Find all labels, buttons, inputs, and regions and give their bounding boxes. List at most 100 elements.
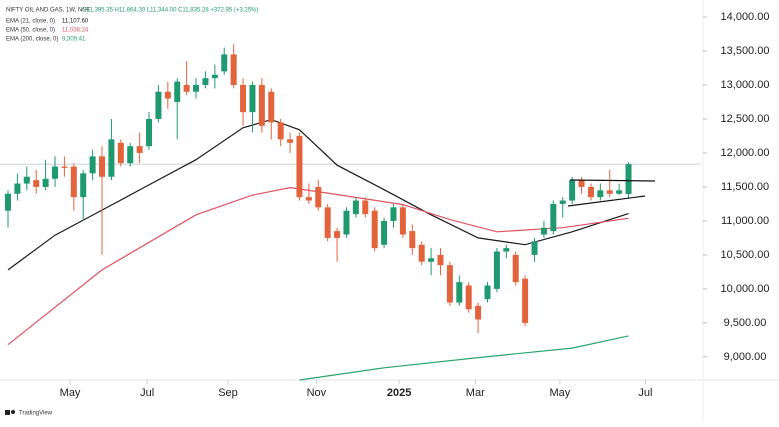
- candle-body: [315, 186, 322, 208]
- candle-body: [249, 84, 256, 113]
- candle-body: [136, 146, 143, 153]
- candle-body: [475, 305, 482, 320]
- y-tick-label: 13,000.00: [721, 79, 770, 91]
- x-tick-label: Sep: [218, 387, 238, 399]
- candle-body: [70, 166, 77, 198]
- legend-value: 9,309.41: [62, 37, 86, 43]
- candle-body: [550, 203, 557, 232]
- legend-value: 11,107.60: [62, 19, 89, 25]
- candle-body: [296, 135, 303, 198]
- candle-body: [493, 251, 500, 289]
- candle-body: [80, 173, 87, 198]
- plot-area: [0, 44, 700, 381]
- legend-entry: EMA (50, close, 0): [6, 28, 55, 34]
- legend-entry: EMA (21, close, 0): [6, 19, 55, 25]
- x-tick-label: Jul: [140, 387, 154, 399]
- x-tick-label: 2025: [387, 387, 411, 399]
- y-tick-label: 14,000.00: [721, 11, 770, 23]
- candle-body: [503, 248, 510, 252]
- candle-body: [258, 84, 265, 126]
- candle-body: [99, 156, 106, 177]
- candle-body: [484, 285, 491, 300]
- candle-body: [352, 200, 359, 215]
- y-tick-label: 11,000.00: [721, 215, 769, 227]
- candle-body: [559, 200, 566, 204]
- x-tick-label: May: [60, 387, 81, 399]
- candle-body: [108, 139, 115, 177]
- trendline-lower: [567, 195, 646, 207]
- candle-body: [277, 122, 284, 140]
- candle-body: [183, 84, 190, 92]
- y-tick-label: 11,500.00: [721, 181, 769, 193]
- ohlc-readout: O11,395.35 H11,864.30 L11,344.00 C11,835…: [82, 8, 258, 14]
- candle-body: [409, 231, 416, 249]
- candle-body: [127, 146, 134, 164]
- y-tick-label: 10,500.00: [721, 249, 770, 261]
- ema-line: [7, 186, 629, 346]
- candle-body: [33, 180, 40, 187]
- candle-body: [428, 258, 435, 262]
- trendline-upper: [569, 179, 656, 182]
- candle-body: [597, 190, 604, 198]
- candle-body: [446, 265, 453, 303]
- candle-body: [268, 91, 275, 123]
- candle-body: [399, 207, 406, 235]
- candle-body: [287, 139, 294, 143]
- candle-body: [117, 142, 124, 164]
- y-tick-label: 12,000.00: [721, 147, 770, 159]
- y-tick-label: 9,000.00: [724, 351, 767, 363]
- x-tick-label: Jul: [638, 387, 652, 399]
- branding: TradingView: [19, 411, 53, 417]
- x-tick-label: May: [550, 387, 571, 399]
- y-tick-label: 10,000.00: [721, 283, 770, 295]
- candle-body: [240, 84, 247, 113]
- candle-body: [305, 197, 312, 201]
- candle-body: [625, 164, 632, 195]
- candle-body: [616, 190, 623, 194]
- candle-body: [42, 178, 49, 187]
- candle-body: [437, 254, 444, 266]
- candle-body: [146, 118, 153, 147]
- candle-body: [522, 278, 529, 323]
- candle-body: [578, 180, 585, 187]
- candle-body: [61, 166, 68, 168]
- candle-body: [512, 254, 519, 283]
- candle-body: [164, 91, 171, 99]
- legend-entry: EMA (200, close, 0): [6, 37, 58, 43]
- candle-body: [371, 210, 378, 249]
- candle-body: [211, 74, 218, 79]
- candle-body: [531, 241, 538, 255]
- legend-value: 11,038.24: [62, 28, 89, 34]
- candle-body: [540, 227, 547, 235]
- candle-body: [569, 180, 576, 201]
- x-tick-label: Mar: [466, 387, 485, 399]
- y-tick-label: 12,500.00: [721, 113, 770, 125]
- chart-title: NIFTY OIL AND GAS, 1W, NSE: [6, 8, 90, 14]
- candle-body: [334, 231, 341, 238]
- candle-body: [174, 81, 181, 102]
- ema-line: [7, 118, 629, 271]
- candle-body: [202, 78, 209, 85]
- tv-logo: TradingView: [5, 410, 53, 417]
- candle-body: [89, 156, 96, 174]
- candle-body: [343, 210, 350, 235]
- candle-body: [606, 190, 613, 194]
- candle-body: [4, 193, 11, 211]
- candle-body: [390, 207, 397, 221]
- candle-body: [587, 186, 594, 198]
- candle-body: [381, 220, 388, 245]
- candle-body: [465, 285, 472, 310]
- candle-body: [324, 207, 331, 238]
- ema-line: [299, 335, 629, 381]
- candle-body: [230, 54, 237, 85]
- candle-body: [155, 91, 162, 119]
- candle-body: [52, 166, 59, 179]
- candle-body: [14, 183, 21, 194]
- y-tick-label: 9,500.00: [724, 317, 767, 329]
- candle-body: [23, 176, 30, 184]
- candle-body: [221, 54, 228, 72]
- x-tick-label: Nov: [307, 387, 327, 399]
- candle-body: [193, 84, 200, 92]
